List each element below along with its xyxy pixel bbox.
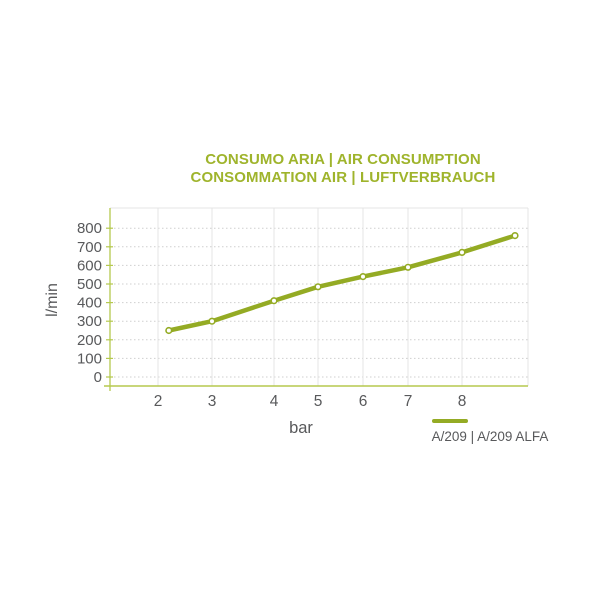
x-tick-label: 6 [359, 393, 368, 410]
y-tick-label: 100 [77, 350, 102, 367]
series [165, 232, 519, 335]
x-axis-title: bar [289, 419, 313, 437]
chart-title-line2: CONSOMMATION AIR | LUFTVERBRAUCH [190, 169, 496, 186]
legend-line-swatch [432, 419, 468, 423]
data-point-marker [458, 248, 466, 256]
data-point-marker [511, 232, 519, 240]
y-tick-label: 0 [94, 369, 102, 386]
chart-title-line1: CONSUMO ARIA | AIR CONSUMPTION [205, 151, 481, 168]
data-point-marker [208, 317, 216, 325]
y-tick-label: 200 [77, 332, 102, 349]
chart-title: CONSUMO ARIA | AIR CONSUMPTION CONSOMMAT… [86, 151, 600, 187]
data-point-marker [404, 263, 412, 271]
y-tick-label: 500 [77, 276, 102, 293]
y-tick-label: 400 [77, 295, 102, 312]
y-tick-label: 800 [77, 220, 102, 237]
data-point-marker [270, 297, 278, 305]
x-tick-label: 2 [154, 393, 163, 410]
consumption-line [166, 233, 518, 333]
x-tick-label: 8 [458, 393, 467, 410]
y-tick-label: 700 [77, 239, 102, 256]
x-tick-label: 3 [208, 393, 217, 410]
gridlines [110, 207, 529, 386]
data-point-marker [314, 283, 322, 291]
legend-series-label: A/209 | A/209 ALFA [431, 429, 549, 444]
x-tick-label: 7 [404, 393, 413, 410]
y-axis-title: l/min [44, 283, 61, 317]
y-tick-label: 600 [77, 257, 102, 274]
data-point-marker [165, 326, 173, 335]
x-tick-label: 5 [314, 393, 323, 410]
data-point-marker [359, 273, 367, 281]
axes [104, 208, 528, 391]
y-tick-label: 300 [77, 313, 102, 330]
x-tick-label: 4 [270, 393, 279, 410]
